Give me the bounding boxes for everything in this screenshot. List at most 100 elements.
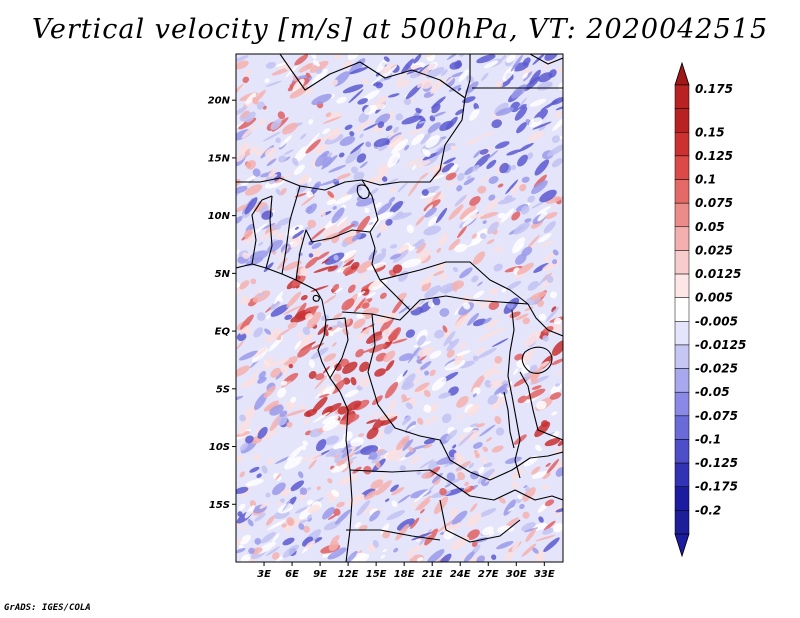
- field-streak: [236, 538, 243, 549]
- field-streak: [284, 356, 298, 367]
- field-streak: [424, 149, 431, 158]
- field-streak: [511, 468, 524, 480]
- field-streak: [524, 306, 534, 311]
- field-streak: [485, 327, 506, 337]
- field-streak: [444, 180, 458, 188]
- colorbar-segment: [674, 108, 690, 133]
- field-streak: [402, 373, 416, 389]
- field-streak: [462, 209, 479, 222]
- field-streak: [542, 335, 549, 342]
- field-streak: [327, 547, 347, 560]
- field-streak: [269, 404, 284, 416]
- field-streak: [401, 416, 411, 426]
- colorbar-segment: [674, 486, 690, 511]
- field-streak: [276, 415, 288, 426]
- colorbar-label: -0.2: [695, 503, 721, 517]
- field-streak: [236, 83, 244, 99]
- field-streak: [472, 164, 480, 172]
- field-streak: [248, 547, 255, 554]
- field-streak: [428, 163, 450, 173]
- field-streak: [285, 63, 300, 78]
- colorbar-label: -0.05: [695, 385, 730, 399]
- field-streak: [504, 551, 514, 561]
- field-streak: [427, 272, 434, 280]
- field-streak: [470, 503, 478, 512]
- field-streak: [473, 290, 485, 299]
- field-streak: [299, 404, 307, 411]
- field-streak: [466, 512, 482, 528]
- field-streak: [483, 317, 492, 324]
- field-streak: [506, 280, 522, 290]
- field-streak: [337, 320, 344, 329]
- field-streak: [522, 487, 536, 502]
- field-streak: [442, 522, 462, 533]
- field-streak: [345, 550, 358, 562]
- colorbar-segment: [674, 132, 690, 157]
- field-streak: [532, 121, 552, 130]
- field-streak: [412, 240, 424, 247]
- field-streak: [397, 182, 408, 193]
- field-streak: [333, 54, 342, 60]
- field-streak: [272, 482, 286, 496]
- field-streak: [479, 424, 496, 437]
- field-streak: [415, 160, 431, 168]
- field-streak: [476, 347, 486, 355]
- field-streak: [362, 78, 370, 85]
- field-streak: [242, 252, 250, 260]
- country-borders: [236, 54, 563, 562]
- field-streak: [331, 207, 345, 224]
- field-streak: [545, 462, 551, 467]
- field-streak: [292, 157, 299, 166]
- field-streak: [299, 519, 308, 524]
- field-streak: [408, 179, 421, 197]
- field-streak: [526, 234, 540, 249]
- field-streak: [285, 409, 306, 417]
- field-streak: [445, 429, 458, 441]
- lat-tick-label: 10S: [209, 442, 230, 453]
- field-streak: [476, 54, 496, 64]
- field-streak: [519, 184, 527, 192]
- field-streak: [477, 347, 497, 359]
- field-streak: [540, 100, 559, 111]
- field-streak: [272, 533, 280, 542]
- field-streak: [402, 369, 408, 377]
- field-streak: [303, 418, 310, 424]
- field-streak: [375, 312, 396, 324]
- field-streak: [236, 106, 248, 116]
- colorbar-segment: [674, 297, 690, 322]
- field-streak: [490, 395, 506, 410]
- field-streak: [366, 427, 379, 440]
- field-streak: [464, 166, 475, 176]
- field-streak: [303, 409, 318, 417]
- field-streak: [422, 472, 433, 479]
- field-streak: [266, 515, 275, 526]
- field-streak: [448, 204, 464, 220]
- field-streak: [252, 168, 261, 177]
- field-streak: [538, 274, 548, 286]
- field-streak: [488, 194, 496, 201]
- field-streak: [375, 57, 388, 74]
- field-streak: [513, 368, 519, 376]
- field-streak: [479, 232, 487, 240]
- field-streak: [552, 116, 563, 132]
- field-streak: [472, 387, 481, 395]
- field-streak: [276, 232, 285, 240]
- field-streak: [500, 55, 507, 61]
- field-streak: [253, 453, 261, 461]
- field-streak: [344, 124, 353, 131]
- field-streak: [236, 455, 245, 463]
- field-streak: [460, 195, 470, 205]
- field-streak: [401, 115, 422, 125]
- field-streak: [270, 304, 290, 317]
- border-sahel-north: [236, 177, 379, 233]
- field-streak: [454, 243, 468, 253]
- field-streak: [338, 452, 355, 467]
- field-streak: [270, 118, 282, 131]
- field-streak: [295, 506, 308, 514]
- field-streak: [448, 340, 454, 346]
- field-streak: [455, 108, 465, 116]
- field-streak: [517, 154, 528, 167]
- field-streak: [497, 212, 506, 219]
- lon-tick-label: 33E: [534, 569, 555, 580]
- field-streak: [448, 238, 461, 251]
